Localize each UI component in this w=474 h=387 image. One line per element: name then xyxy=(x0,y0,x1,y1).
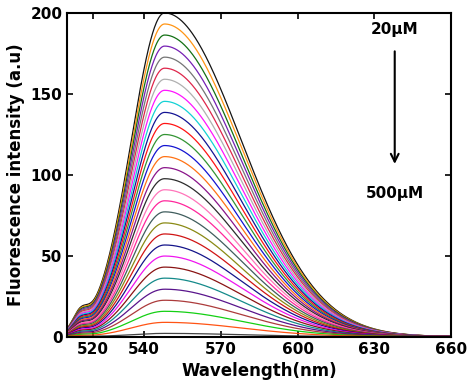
Text: 500μM: 500μM xyxy=(365,186,424,201)
Text: 20μM: 20μM xyxy=(371,22,419,37)
X-axis label: Wavelength(nm): Wavelength(nm) xyxy=(182,362,337,380)
Y-axis label: Fluorescence intensity (a.u): Fluorescence intensity (a.u) xyxy=(7,43,25,306)
